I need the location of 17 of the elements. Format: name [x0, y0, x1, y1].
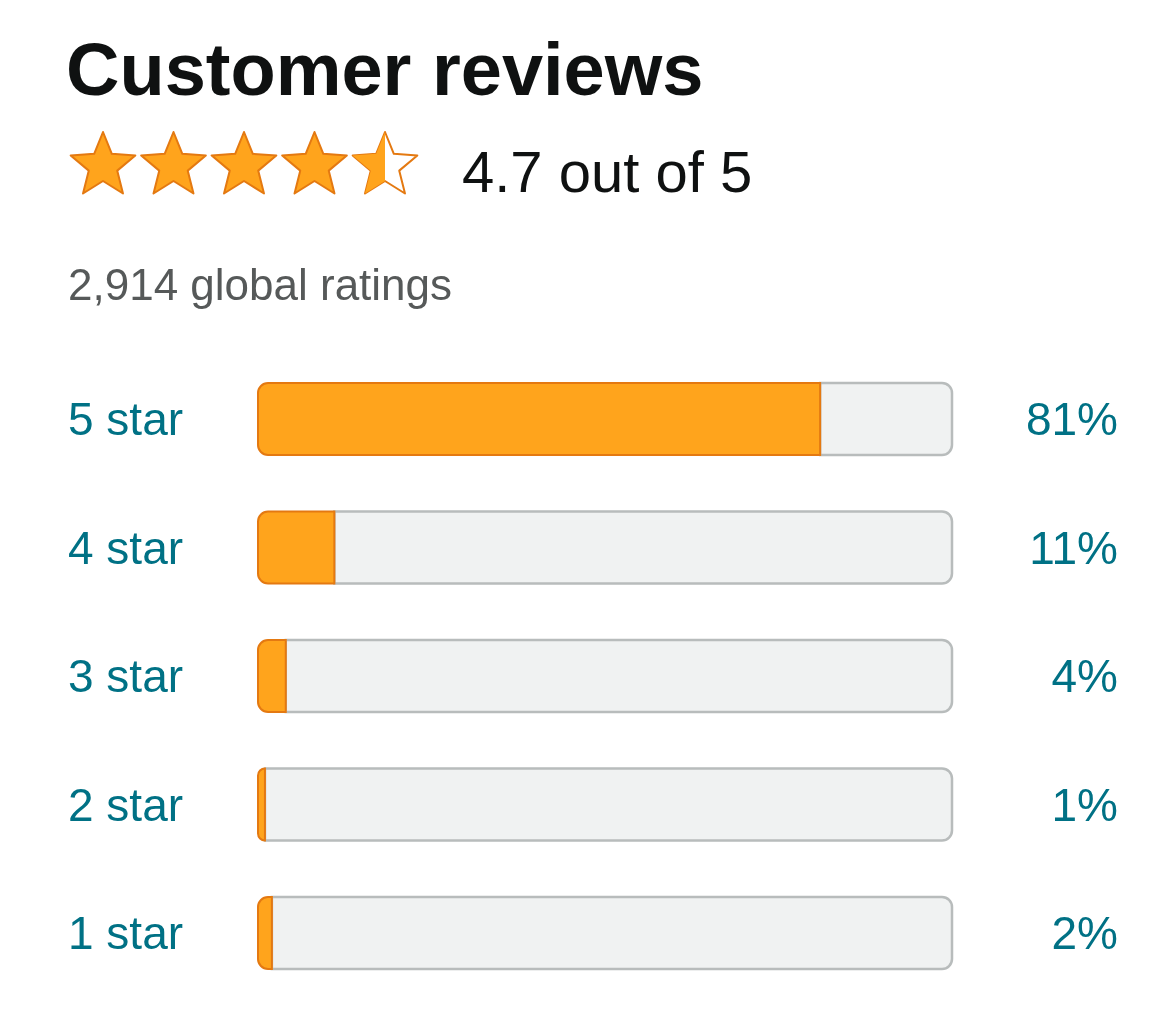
y-tick-label: 4 star: [68, 521, 184, 574]
y-tick-label: 2 star: [68, 778, 184, 831]
chart-subtitle: 4.7 out of 5: [462, 139, 753, 204]
data-label: 4%: [1051, 650, 1118, 703]
bar: [257, 896, 273, 970]
chart-title: Customer reviews: [66, 28, 704, 111]
data-label: 11%: [1029, 521, 1118, 574]
data-label: 1%: [1051, 778, 1118, 831]
data-label: 2%: [1051, 907, 1118, 960]
bar: [257, 510, 336, 585]
y-tick-label: 1 star: [68, 907, 184, 960]
bar: [257, 639, 287, 713]
data-label: 81%: [1025, 393, 1118, 446]
text: 2,914 global ratings: [68, 260, 453, 309]
y-tick-label: 5 star: [68, 393, 184, 446]
y-tick-label: 3 star: [68, 650, 184, 703]
bar: [257, 767, 266, 842]
